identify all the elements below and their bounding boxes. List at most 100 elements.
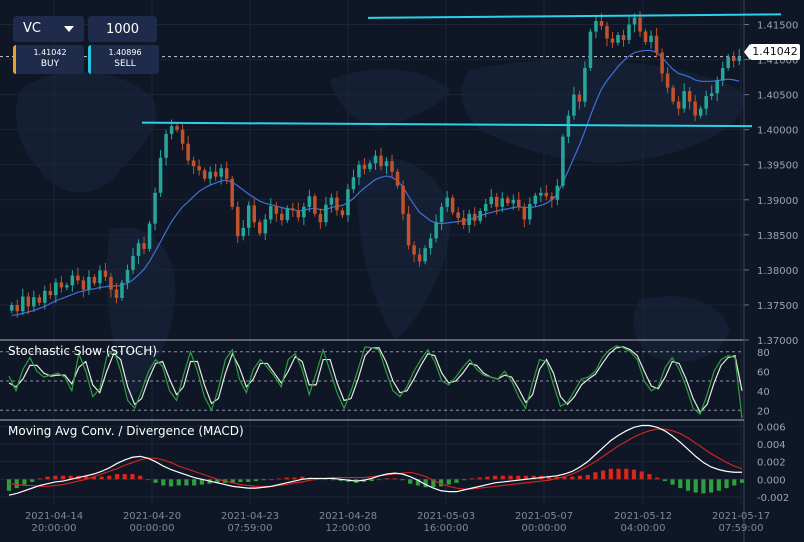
candle [313,193,317,217]
time-tick-time: 12:00:00 [326,523,371,534]
candle [632,13,637,33]
time-tick-time: 20:00:00 [32,523,77,534]
macd-histogram-bar [338,479,343,482]
macd-histogram-bar [6,479,12,491]
candle [401,180,405,221]
macd-histogram-bar [500,475,505,480]
candle [467,209,471,233]
candle-body [627,24,631,40]
support-trendline[interactable] [141,121,753,128]
candle-body [654,35,659,53]
candle [54,278,58,303]
candle [654,27,659,57]
candle [147,220,152,252]
candle [368,160,372,172]
candle [494,192,499,215]
candle-body [302,206,306,218]
candle-body [665,73,670,88]
candle-body [26,296,31,307]
candle-body [252,205,257,223]
candle [92,274,97,287]
candle-body [384,161,389,167]
candle-body [522,206,527,220]
candle [489,189,494,209]
macd-histogram-bar [477,477,482,480]
candle [544,184,549,201]
candle [70,270,75,292]
candle [456,207,460,225]
candle [357,160,361,186]
macd-histogram-bar [199,479,204,485]
candle-body [324,204,328,223]
candle-body [401,185,405,214]
price-tick-label: 1.38500 [757,231,798,242]
candle-body [489,196,494,204]
time-tick-time: 04:00:00 [621,523,666,534]
candle-body [494,196,499,207]
candle-body [87,276,91,290]
macd-histogram-bar [415,479,421,486]
candle-body [566,115,571,137]
candle-body [153,192,157,224]
candle [26,292,31,315]
candle-body [704,96,708,109]
macd-histogram-bar [647,474,652,480]
stoch-tick-label: 60 [757,367,770,378]
candle-body [175,126,179,130]
candle [87,270,91,295]
buy-button[interactable]: 1.41042 BUY [13,45,84,74]
candle [709,85,714,101]
candle [483,198,488,218]
candle-body [379,155,383,167]
time-tick-date: 2021-05-12 [614,511,672,522]
candle-body [450,197,455,213]
candle [191,156,196,174]
candle-body [511,199,516,204]
trendlines[interactable] [141,13,782,128]
macd-histogram-bar [215,479,220,483]
symbol-select[interactable]: VC [13,16,84,42]
resistance-trendline[interactable] [367,13,782,19]
candle [373,150,378,170]
candle [522,202,527,228]
macd-histogram-bar [22,479,27,485]
macd-histogram-bar [114,474,120,480]
candle-body [313,196,317,214]
candle-body [318,213,323,223]
macd-histogram-bar [392,478,397,480]
macd-histogram-bar [616,468,621,480]
quantity-input[interactable] [88,16,157,42]
candle-body [114,289,119,298]
candle [32,290,36,312]
candle [500,191,505,213]
candle [76,267,80,285]
candle [715,76,719,102]
candle [136,239,141,264]
candle [379,147,383,171]
candle-body [224,168,229,179]
candle [605,21,609,47]
candle-body [456,212,460,219]
macd-histogram-bar [639,471,644,480]
candle-body [346,189,350,216]
candle [555,179,560,206]
macd-histogram-bar [608,468,613,480]
price-tick-label: 1.39000 [757,196,798,207]
price-tick-label: 1.39500 [757,161,798,172]
candle [698,105,703,119]
candle-body [472,213,477,221]
macd-histogram-bar [739,479,745,483]
candle [737,48,742,66]
sell-price: 1.40896 [108,48,142,57]
candle-body [406,213,411,246]
candle-body [335,197,339,211]
candle-body [395,171,400,186]
candle-body [9,304,14,311]
candle [533,192,538,207]
macd-histogram-bar [462,479,467,481]
candle-body [616,35,620,43]
sell-button[interactable]: 1.40896 SELL [88,45,159,74]
candle [395,168,400,189]
